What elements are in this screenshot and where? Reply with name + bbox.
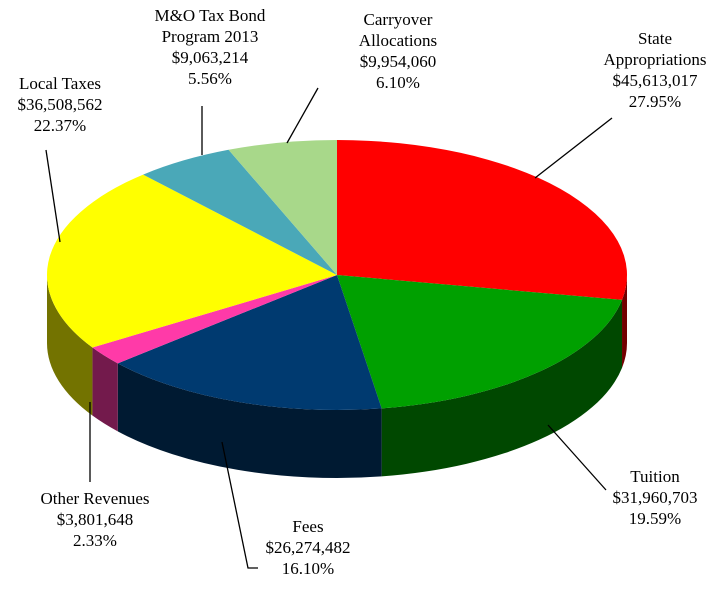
slice-side — [47, 275, 93, 416]
slice-side — [117, 363, 382, 478]
leader-line — [221, 441, 258, 569]
leader-line — [534, 117, 613, 179]
value-label: $9,063,214 — [172, 48, 249, 67]
slice — [46, 174, 337, 348]
slice-label: Local Taxes — [19, 74, 101, 93]
leader-line — [45, 149, 61, 243]
slice — [337, 275, 623, 409]
slice-label: Appropriations — [604, 50, 707, 69]
slice-label: Carryover — [364, 10, 433, 29]
slice-label: Other Revenues — [40, 489, 149, 508]
percentage-label: 16.10% — [282, 559, 334, 578]
leader-line — [286, 87, 319, 144]
slice — [143, 149, 337, 275]
percentage-label: 19.59% — [629, 509, 681, 528]
percentage-label: 5.56% — [188, 69, 232, 88]
value-label: $26,274,482 — [266, 538, 351, 557]
slice-label: M&O Tax Bond — [155, 6, 266, 25]
slice — [228, 140, 337, 275]
slice-label: State — [638, 29, 672, 48]
pie-sides — [47, 275, 627, 478]
slice-label: Allocations — [359, 31, 437, 50]
slice-side — [381, 299, 623, 477]
slice-side — [622, 275, 627, 368]
value-label: $31,960,703 — [613, 488, 698, 507]
slice-label: Tuition — [630, 467, 680, 486]
slice-label: Program 2013 — [162, 27, 259, 46]
percentage-label: 6.10% — [376, 73, 420, 92]
pie-tops — [46, 140, 627, 410]
percentage-label: 27.95% — [629, 92, 681, 111]
slice — [117, 275, 382, 410]
value-label: $45,613,017 — [613, 71, 699, 90]
slice — [337, 140, 627, 300]
labels: State Appropriations $45,613,017 27.95% Tuit… — [18, 6, 707, 578]
slice-side — [92, 347, 118, 432]
percentage-label: 22.37% — [34, 116, 86, 135]
leader-line — [547, 424, 607, 491]
slice — [92, 275, 337, 364]
slice-label: Fees — [292, 517, 323, 536]
value-label: $9,954,060 — [360, 52, 437, 71]
value-label: $36,508,562 — [18, 95, 103, 114]
value-label: $3,801,648 — [57, 510, 134, 529]
percentage-label: 2.33% — [73, 531, 117, 550]
